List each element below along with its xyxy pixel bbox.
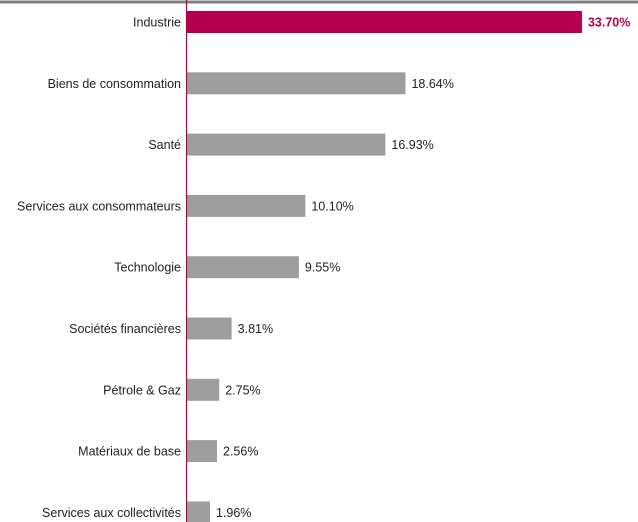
category-label-6: Pétrole & Gaz [103, 383, 181, 397]
bar-3 [187, 194, 306, 217]
bar-5 [187, 317, 232, 340]
value-label-8: 1.96% [216, 506, 251, 520]
category-label-5: Sociétés financières [69, 322, 181, 336]
bar-2 [187, 133, 386, 156]
category-label-1: Biens de consommation [48, 77, 181, 91]
value-label-1: 18.64% [411, 77, 453, 91]
value-label-3: 10.10% [311, 199, 353, 213]
category-label-7: Matériaux de base [78, 445, 181, 459]
category-label-4: Technologie [114, 261, 181, 275]
category-label-2: Santé [148, 138, 181, 152]
bar-8 [187, 501, 210, 522]
value-label-0: 33.70% [588, 16, 630, 30]
category-label-3: Services aux consommateurs [17, 199, 181, 213]
chart-marks: Industrie 33.70% Biens de consommation 18.6… [17, 11, 630, 522]
value-label-4: 9.55% [305, 261, 340, 275]
bar-0 [187, 11, 582, 33]
category-label-8: Services aux collectivités [42, 506, 181, 520]
bar-6 [187, 378, 220, 401]
value-label-2: 16.93% [391, 138, 433, 152]
bar-1 [187, 72, 406, 95]
value-label-5: 3.81% [238, 322, 273, 336]
value-label-6: 2.75% [225, 383, 260, 397]
value-label-7: 2.56% [223, 445, 258, 459]
bar-4 [187, 256, 299, 279]
category-label-0: Industrie [133, 16, 181, 30]
bar-7 [187, 440, 218, 463]
